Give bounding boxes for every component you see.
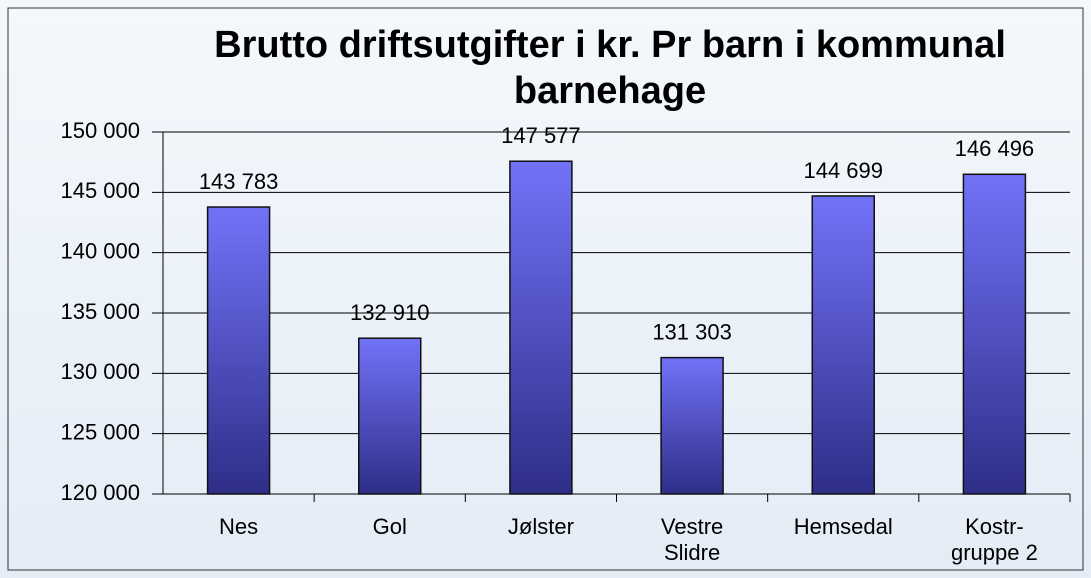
x-tick-label: Vestre Slidre	[660, 514, 724, 565]
value-label: 146 496	[955, 136, 1035, 161]
value-label: 143 783	[199, 169, 279, 194]
x-tick-label: Nes	[219, 514, 259, 539]
x-tick-label: Jølster	[507, 514, 574, 539]
bar	[660, 356, 724, 495]
x-tick-label: Kostr- gruppe 2	[950, 514, 1038, 565]
y-tick-label: 130 000	[60, 359, 140, 384]
y-tick-label: 135 000	[60, 299, 140, 324]
bar	[962, 173, 1027, 495]
bar	[358, 337, 422, 495]
y-tick-label: 150 000	[60, 118, 140, 143]
bar	[509, 160, 573, 495]
value-label: 147 577	[501, 123, 581, 148]
value-label: 144 699	[803, 158, 883, 183]
value-label: 131 303	[652, 319, 732, 344]
y-tick-label: 125 000	[60, 419, 140, 444]
y-tick-label: 140 000	[60, 238, 140, 263]
chart-title: Brutto driftsutgifter i kr. Pr barn i ko…	[214, 24, 1006, 112]
x-tick-label: Gol	[372, 514, 407, 539]
y-tick-label: 145 000	[60, 178, 140, 203]
bar	[206, 206, 271, 495]
frame	[7, 7, 1084, 571]
bar	[811, 195, 875, 495]
x-tick-label: Hemsedal	[793, 514, 893, 539]
value-label: 132 910	[350, 300, 430, 325]
y-tick-label: 120 000	[60, 480, 140, 505]
